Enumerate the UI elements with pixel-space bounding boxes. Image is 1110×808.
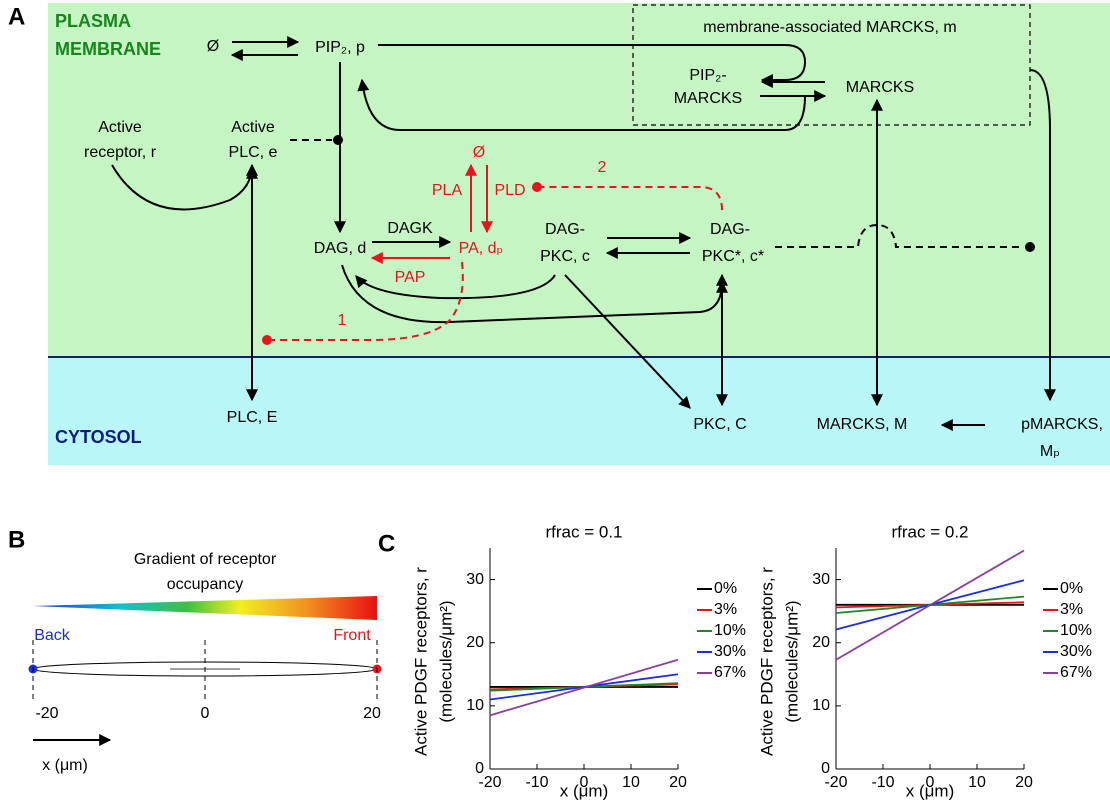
legend-label: 0% [1060, 580, 1083, 597]
series-line [835, 549, 1025, 661]
series-line [489, 658, 679, 717]
node-label: PLC, E [227, 409, 278, 426]
legend-label: 30% [1060, 643, 1092, 660]
compartment-label: PLASMA [55, 11, 131, 31]
arrow [1029, 69, 1056, 402]
feedback-label: 1 [338, 312, 347, 329]
x-tick-label: -10 [525, 774, 548, 791]
legend-label: 67% [1060, 664, 1092, 681]
enzyme-label: PLA [432, 182, 463, 199]
y-tick-label: 10 [812, 697, 830, 714]
front-label: Front [333, 627, 371, 644]
y-tick-label: 0 [821, 760, 830, 777]
node-label: Active [98, 119, 142, 136]
feedback-label: 2 [598, 159, 607, 176]
node-label: PKC, c [540, 248, 590, 265]
y-tick-label: 30 [812, 571, 830, 588]
node-label: PIP₂, p [315, 39, 365, 56]
enzyme-label: PLD [494, 182, 525, 199]
feedback [542, 186, 723, 211]
node-label: DAG, d [314, 240, 366, 257]
compartment-label: MEMBRANE [55, 39, 161, 59]
node-label: pMARCKS, [1021, 416, 1103, 433]
chart-title: rfrac = 0.2 [891, 522, 968, 541]
feedback-dot [532, 182, 542, 192]
inhibition-dot [333, 135, 343, 145]
y-axis-label: (molecules/μm²) [782, 600, 801, 722]
x-tick-label: 20 [669, 774, 687, 791]
node-label: MARCKS, M [817, 416, 908, 433]
arrow [564, 274, 691, 409]
x-tick-label: 10 [968, 774, 986, 791]
node-label: PKC, C [693, 416, 746, 433]
y-axis-label: Active PDGF receptors, r [757, 567, 776, 756]
arrow [355, 274, 556, 300]
reaction-arrows [111, 36, 1056, 431]
x-tick-label: -20 [824, 774, 847, 791]
panel-label: A [8, 3, 25, 30]
arrow [378, 44, 807, 86]
node-label: Mₚ [1040, 443, 1060, 460]
x-tick-label: 0 [580, 774, 589, 791]
y-axis-label: (molecules/μm²) [436, 600, 455, 722]
y-tick-label: 20 [812, 634, 830, 651]
node-label: Active [231, 119, 275, 136]
node-label: PLC, e [229, 144, 278, 161]
node-label: receptor, r [84, 144, 157, 161]
x-tick-label: -20 [478, 774, 501, 791]
enzyme-label: PAP [395, 269, 426, 286]
feedback [272, 261, 464, 341]
y-tick-label: 30 [466, 571, 484, 588]
cytosol-region [48, 357, 1110, 465]
x-tick-label: 20 [1015, 774, 1033, 791]
gradient-title: occupancy [167, 576, 244, 593]
node-label: DAG- [710, 221, 750, 238]
marcks-box [632, 4, 1031, 126]
tick-label: 0 [201, 705, 210, 722]
panel-label: C [378, 530, 395, 557]
x-label: x (μm) [42, 757, 88, 774]
x-tick-label: -10 [871, 774, 894, 791]
enzyme-label: DAGK [387, 220, 433, 237]
inhibition-dot [1025, 242, 1035, 252]
chart-title: rfrac = 0.1 [545, 522, 622, 541]
y-tick-label: 20 [466, 634, 484, 651]
feedback-dot [262, 335, 272, 345]
legend-label: 30% [714, 643, 746, 660]
x-axis-label: x (μm) [560, 781, 609, 800]
y-tick-label: 10 [466, 697, 484, 714]
y-axis-label: Active PDGF receptors, r [411, 567, 430, 756]
legend-label: 10% [1060, 622, 1092, 639]
node-label: DAG- [545, 221, 585, 238]
node-label: MARCKS [846, 79, 914, 96]
x-tick-label: 0 [926, 774, 935, 791]
x-axis-label: x (μm) [906, 781, 955, 800]
node-label: PIP₂- [689, 67, 726, 84]
tick-label: -20 [35, 705, 58, 722]
x-tick-label: 10 [622, 774, 640, 791]
y-tick-label: 0 [475, 760, 484, 777]
legend-label: 3% [714, 601, 737, 618]
membrane-region [48, 3, 1110, 357]
arrow [357, 78, 806, 131]
node-label: PKC*, c* [702, 248, 764, 265]
node-label: Ø [207, 38, 219, 55]
legend-label: 0% [714, 580, 737, 597]
panel-label: B [8, 526, 25, 553]
node-label: Ø [473, 144, 485, 161]
legend-label: 67% [714, 664, 746, 681]
gradient-wedge [33, 596, 377, 620]
node-label: MARCKS [674, 90, 742, 107]
legend-label: 3% [1060, 601, 1083, 618]
legend-label: 10% [714, 622, 746, 639]
compartment-label: CYTOSOL [55, 427, 142, 447]
gradient-title: Gradient of receptor [134, 551, 277, 568]
tick-label: 20 [363, 705, 381, 722]
back-label: Back [34, 627, 71, 644]
node-label: PA, dₚ [459, 240, 504, 257]
box-title: membrane-associated MARCKS, m [703, 19, 956, 36]
